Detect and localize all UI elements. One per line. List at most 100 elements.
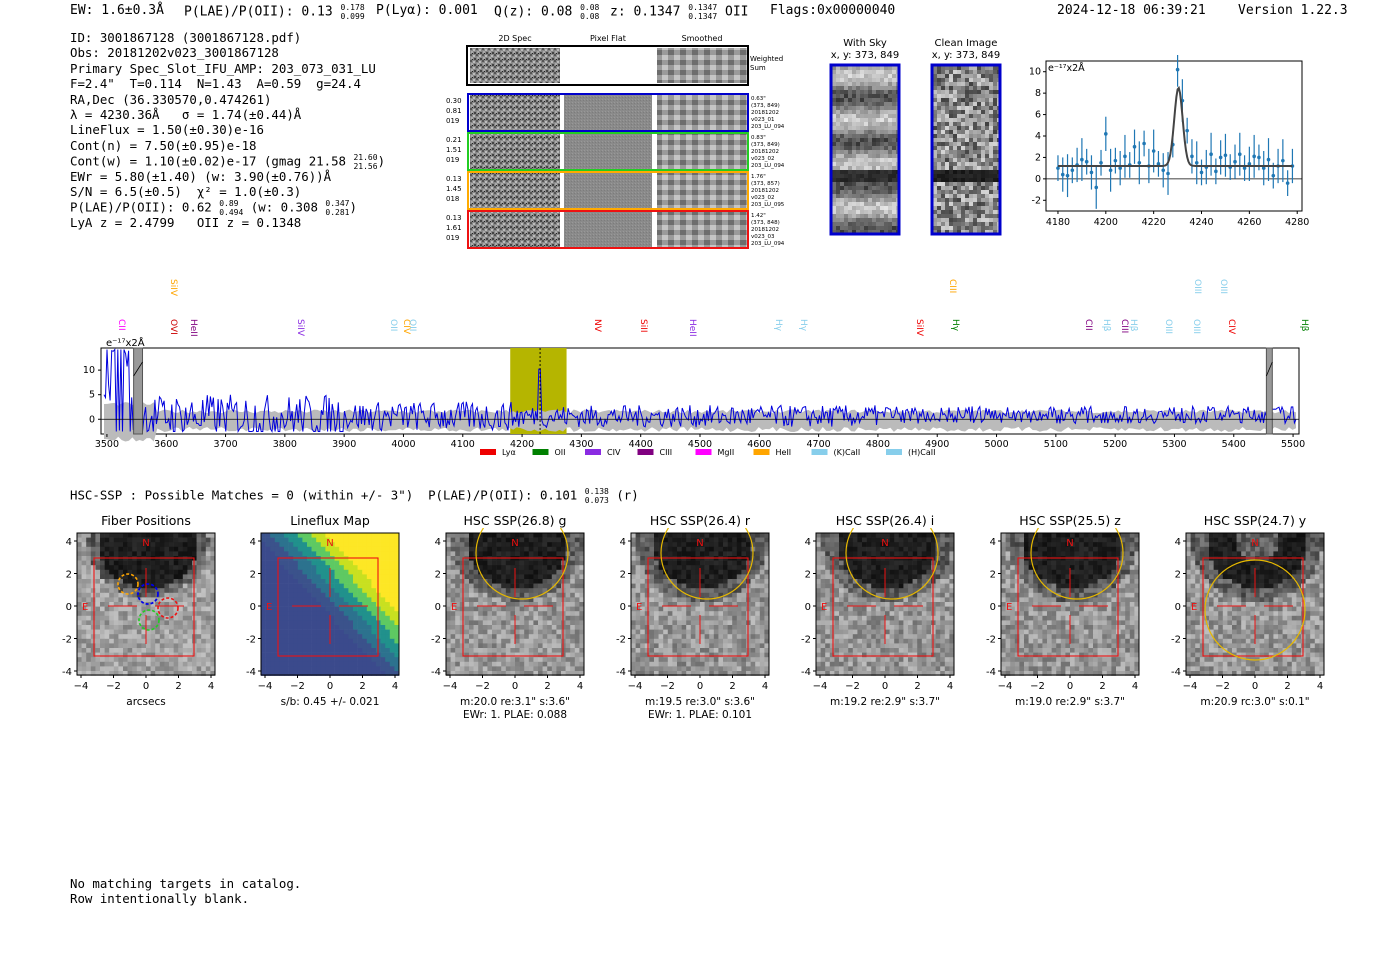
fit-chart-frame bbox=[1045, 60, 1303, 212]
legend-label-7: (H)CaII bbox=[908, 448, 935, 457]
header-qz: Q(z): 0.08 0.08 0.08 bbox=[494, 3, 600, 21]
fit-ytick-4: 2 bbox=[1035, 152, 1041, 163]
line-label-15: Hβ bbox=[1101, 319, 1111, 332]
sky-images bbox=[829, 63, 1002, 236]
hsc-caption-3: m:19.5 re:3.0" s:3.6" bbox=[645, 696, 755, 708]
info-obs: Obs: 20181202v023_3001867128 bbox=[70, 45, 279, 61]
hsc-xtick-6-0: −4 bbox=[1183, 681, 1198, 692]
hsc-ytick-6-3: -2 bbox=[1171, 635, 1181, 646]
cutout-pixelflat-2 bbox=[564, 173, 652, 208]
hsc-xtick-4-4: 4 bbox=[947, 681, 953, 692]
aperture-box-2 bbox=[462, 557, 564, 657]
fit-point-6 bbox=[1084, 159, 1089, 164]
legend-swatch-2 bbox=[585, 449, 601, 455]
spec-xtick-1: 3600 bbox=[154, 439, 178, 450]
hsc-ytick-0-3: -2 bbox=[62, 635, 72, 646]
info-ewr: EWr = 5.80(±1.40) (w: 3.90(±0.76))Å bbox=[70, 168, 332, 184]
info-sn: S/N = 6.5(±0.5) χ² = 1.0(±0.3) bbox=[70, 183, 302, 199]
hsc-ytick-6-4: -4 bbox=[1171, 667, 1181, 678]
fit-ytick-3: 4 bbox=[1035, 131, 1041, 142]
clean-coords: x, y: 373, 849 bbox=[931, 50, 1001, 61]
with-sky-title: With Sky bbox=[843, 38, 887, 49]
spec-xtick-11: 4600 bbox=[747, 439, 771, 450]
header-plae: P(LAE)/P(OII): 0.13 0.178 0.099 bbox=[184, 3, 365, 21]
line-label-12: SiIV bbox=[914, 319, 924, 337]
legend-label-0: Lyα bbox=[502, 448, 516, 457]
upper-line-label-1: CIII bbox=[947, 279, 957, 293]
spec-ytick-2: 0 bbox=[89, 414, 95, 425]
spec-xtick-2: 3700 bbox=[213, 439, 237, 450]
hsc-xtick-4-1: −2 bbox=[845, 681, 860, 692]
hsc-panel-3: N E 4 2 0 -2 -4−4 −2 0 2 4 bbox=[616, 528, 770, 692]
cutout-frame-0 bbox=[467, 93, 749, 132]
hsc-ytick-1-4: -4 bbox=[246, 667, 256, 678]
fit-point-27 bbox=[1185, 128, 1189, 133]
cutout-frame-3 bbox=[467, 210, 749, 249]
info-lambda: λ = 4230.36Å σ = 1.74(±0.44)Å bbox=[70, 106, 302, 122]
source-ellipse-5 bbox=[1030, 528, 1124, 600]
spec-xtick-3: 3800 bbox=[273, 439, 297, 450]
with-sky-frame bbox=[829, 63, 901, 236]
cutout-frame-2 bbox=[467, 171, 749, 210]
aperture-box-3 bbox=[647, 557, 749, 657]
line-label-18: OIII bbox=[1163, 319, 1173, 334]
fit-point-13 bbox=[1118, 166, 1122, 170]
info-primary: Primary Spec_Slot_IFU_AMP: 203_073_031_L… bbox=[70, 60, 376, 76]
hsc-xtick-0-4: 4 bbox=[208, 681, 214, 692]
spec-ytick-0: 10 bbox=[83, 365, 95, 376]
legend-swatch-6 bbox=[811, 449, 828, 455]
cutout-smoothed-0 bbox=[657, 95, 747, 130]
spec-xtick-19: 5400 bbox=[1222, 439, 1246, 450]
cutout-left-label-0: 0.30 0.81 019 bbox=[446, 97, 462, 125]
hsc-ytick-2-0: 4 bbox=[435, 537, 441, 548]
hsc-xtick-6-3: 2 bbox=[1284, 681, 1290, 692]
aperture-box-4 bbox=[832, 557, 934, 657]
line-label-21: Hβ bbox=[1299, 319, 1309, 332]
info-id: ID: 3001867128 (3001867128.pdf) bbox=[70, 30, 302, 45]
clean-image-frame bbox=[930, 63, 1002, 236]
hsc-panel-5: N E 4 2 0 -2 -4−4 −2 0 2 4 bbox=[986, 528, 1140, 692]
spec-xtick-20: 5500 bbox=[1281, 439, 1305, 450]
fit-point-41 bbox=[1252, 154, 1256, 159]
hsc-ytick-6-1: 2 bbox=[1175, 570, 1181, 581]
hsc-ytick-4-1: 2 bbox=[805, 570, 811, 581]
hsc-xtick-1-1: −2 bbox=[290, 681, 305, 692]
spec-xtick-17: 5200 bbox=[1103, 439, 1127, 450]
fit-point-17 bbox=[1137, 160, 1142, 165]
aperture-box-0 bbox=[93, 557, 195, 657]
hsc-ytick-1-1: 2 bbox=[250, 570, 256, 581]
cutout-pixelflat-1 bbox=[564, 134, 652, 169]
fit-ytick-1: 8 bbox=[1035, 88, 1041, 99]
fiber-green bbox=[138, 609, 160, 631]
line-label-1: OVI bbox=[168, 319, 178, 335]
info-lyaz: LyA z = 2.4799 OII z = 0.1348 bbox=[70, 214, 302, 230]
hsc-panel-title-6: HSC SSP(24.7) y bbox=[1203, 513, 1307, 528]
line-label-10: Hγ bbox=[773, 319, 783, 332]
fit-ytick-0: 10 bbox=[1030, 67, 1041, 78]
hsc-panel-title-4: HSC SSP(26.4) i bbox=[835, 513, 935, 528]
hsc-xtick-5-1: −2 bbox=[1030, 681, 1045, 692]
spectrum-line bbox=[103, 348, 1297, 434]
spec-xtick-18: 5300 bbox=[1162, 439, 1186, 450]
fit-point-12 bbox=[1113, 158, 1118, 163]
spec-ytick-1: 5 bbox=[89, 390, 95, 401]
east-label-4: E bbox=[821, 602, 827, 613]
info-contw: Cont(w) = 1.10(±0.02)e-17 (gmag 21.58 21… bbox=[70, 153, 386, 172]
spec-xtick-6: 4100 bbox=[451, 439, 475, 450]
fit-xtick-5: 4280 bbox=[1285, 217, 1309, 228]
fit-point-39 bbox=[1242, 166, 1247, 170]
hsc-panel-title-1: Lineflux Map bbox=[290, 513, 370, 528]
cutout-2dspec-0 bbox=[470, 95, 560, 130]
fit-ytick-5: 0 bbox=[1035, 174, 1041, 185]
fiber-red bbox=[157, 597, 179, 619]
fit-point-44 bbox=[1266, 157, 1271, 162]
cutout-right-label-3: 1.42" (373, 848) 20181202 v023_03 203_LU_094 bbox=[751, 213, 785, 247]
upper-line-label-0: SiIV bbox=[168, 279, 178, 297]
cutout-pixelflat-0 bbox=[564, 95, 652, 130]
hsc-xtick-1-3: 2 bbox=[359, 681, 365, 692]
north-label-0: N bbox=[142, 538, 149, 549]
hsc-panel-title-0: Fiber Positions bbox=[101, 513, 191, 528]
header-version: Version 1.22.3 bbox=[1238, 3, 1348, 18]
legend-label-1: OII bbox=[555, 448, 566, 457]
hsc-ytick-2-1: 2 bbox=[435, 570, 441, 581]
